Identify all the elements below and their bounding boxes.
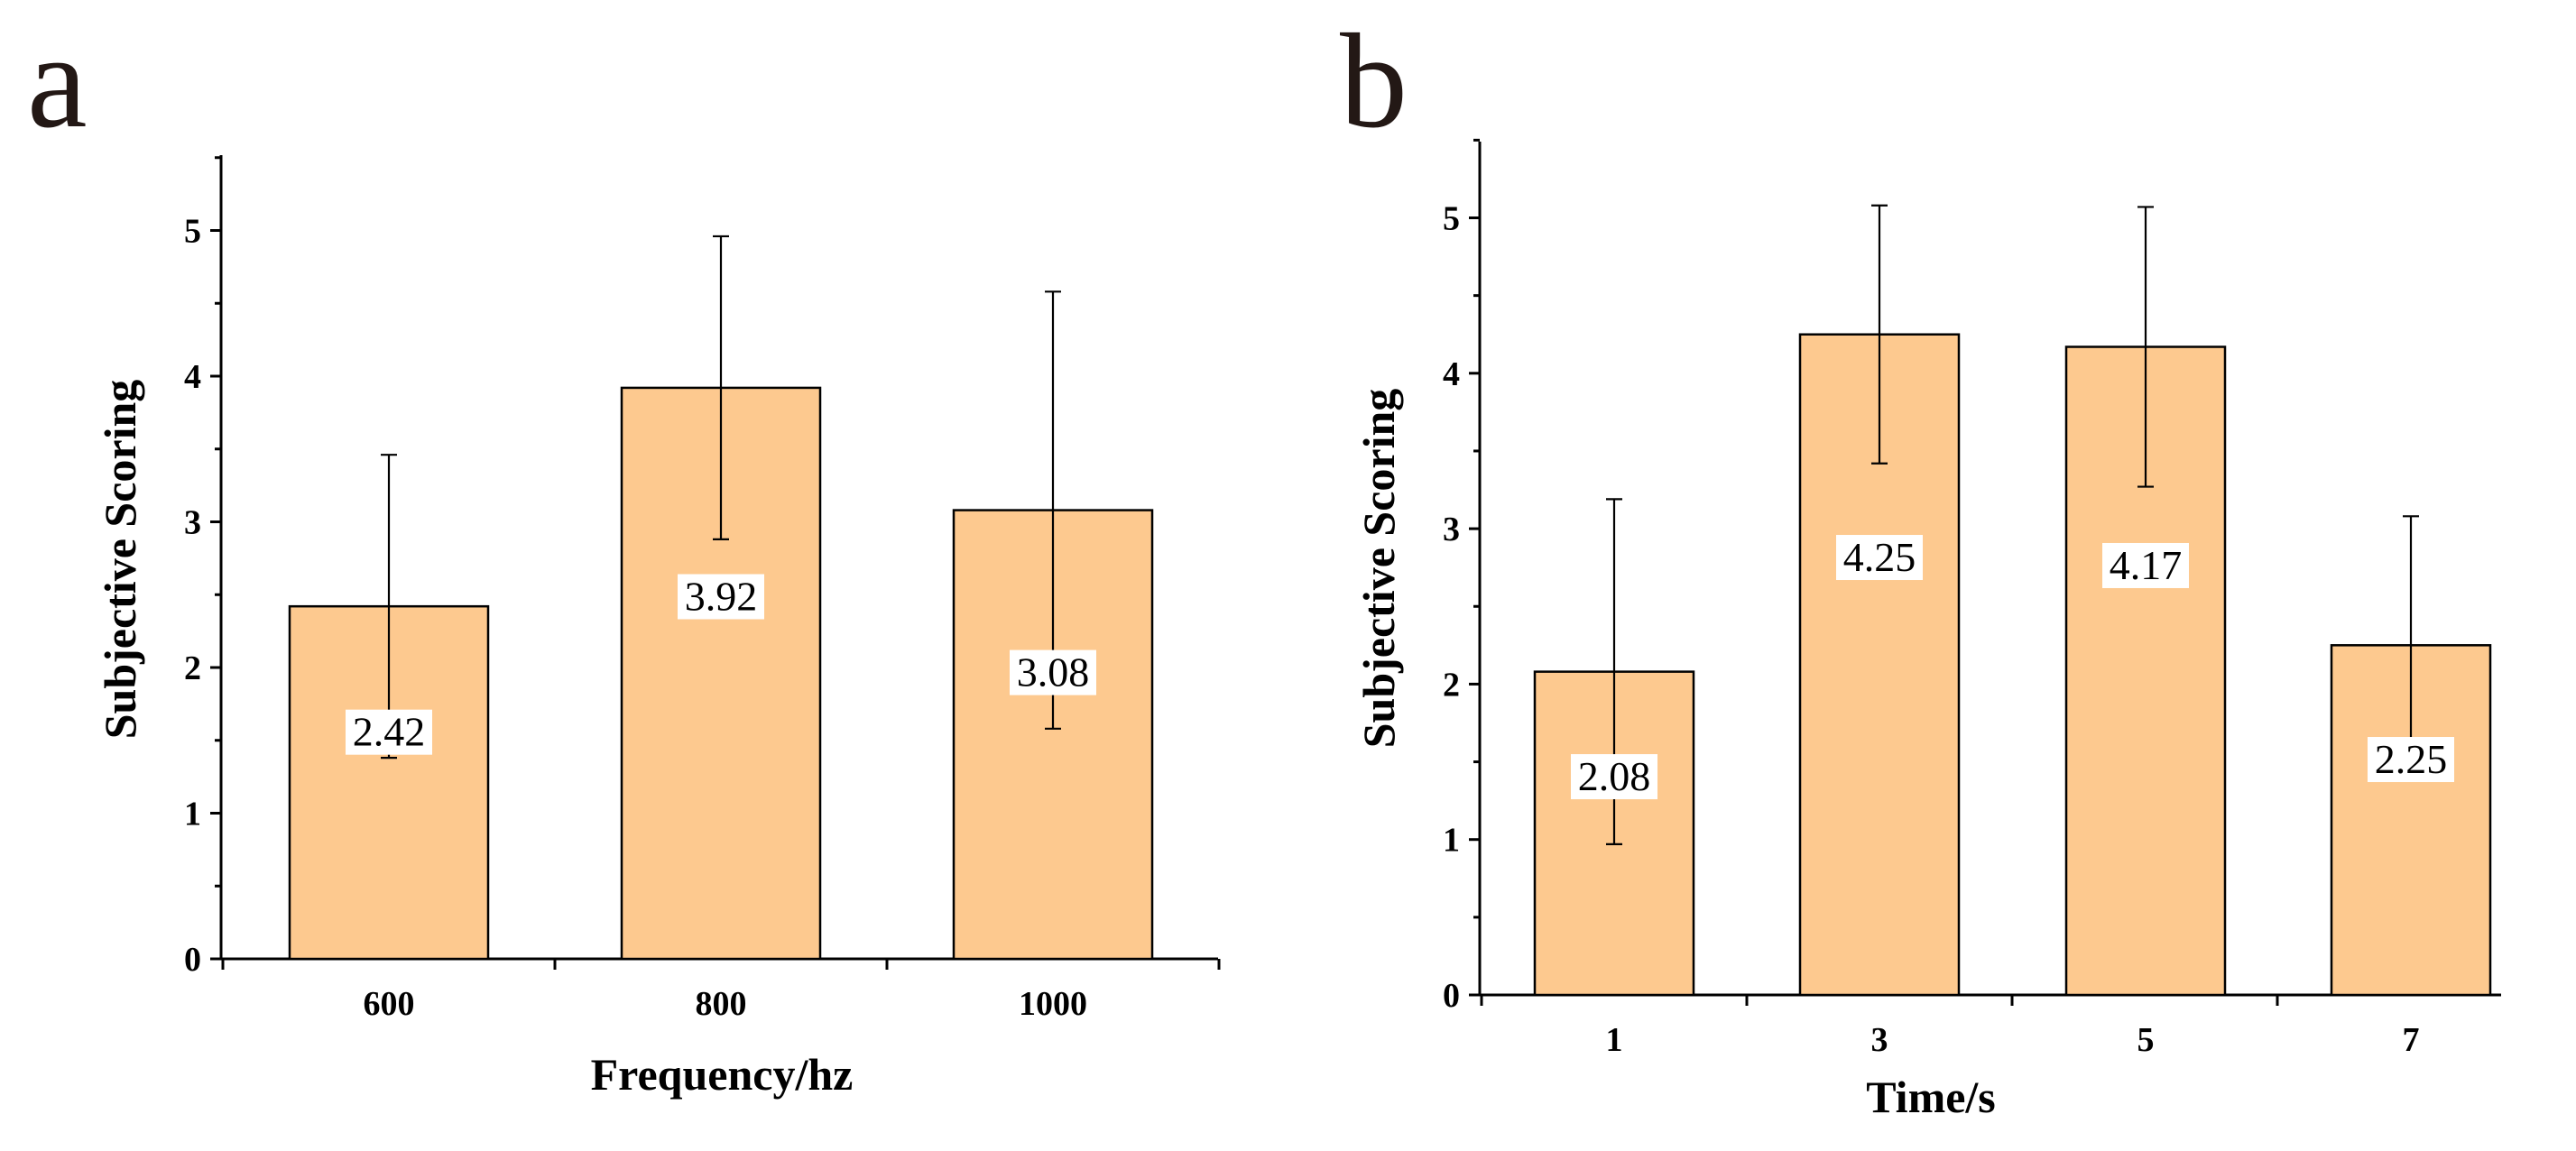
y-tick-label: 0 [1443, 977, 1460, 1015]
y-tick-label: 5 [1443, 200, 1460, 238]
data-label: 2.25 [2375, 736, 2448, 782]
y-tick-label: 2 [1443, 666, 1460, 704]
data-label: 2.08 [1578, 753, 1651, 799]
x-tick-label: 600 [364, 985, 415, 1023]
data-label-background [2368, 737, 2454, 783]
data-label-background [1010, 649, 1096, 695]
panel-b-label: b [1340, 6, 1408, 156]
panel-a-label: a [27, 6, 88, 156]
data-label: 4.25 [1843, 534, 1916, 580]
y-tick-label: 1 [184, 796, 201, 833]
y-tick-label: 3 [184, 504, 201, 542]
data-label: 3.08 [1017, 649, 1090, 695]
panel-b-y-axis-title: Subjective Scoring [1353, 389, 1404, 749]
y-tick-label: 2 [184, 649, 201, 687]
x-tick-label: 5 [2137, 1021, 2155, 1059]
y-tick-label: 0 [184, 941, 201, 979]
data-label: 2.42 [353, 709, 426, 755]
x-tick-label: 1 [1606, 1021, 1623, 1059]
data-label: 3.92 [685, 573, 758, 619]
data-label-background [1836, 535, 1923, 581]
y-tick-label: 4 [1443, 355, 1460, 393]
data-label-background [1571, 754, 1657, 800]
x-tick-label: 7 [2403, 1021, 2420, 1059]
data-label: 4.17 [2110, 542, 2183, 588]
y-tick-label: 3 [1443, 511, 1460, 548]
panel-a-x-axis-title: Frequency/hz [591, 1049, 854, 1100]
x-tick-label: 800 [696, 985, 747, 1023]
panel-a-chart: a 0 1 2 3 4 5 600 2.42 800 3.92 1000 3.08 Frequency… [27, 6, 1221, 1100]
data-label-background [678, 574, 764, 620]
panel-b-chart: b 0 1 2 3 4 5 1 2.08 3 4.25 5 4.17 7 2.25 Time/s Subj… [1340, 6, 2501, 1122]
data-label-background [2102, 542, 2189, 588]
panel-a-y-axis-title: Subjective Scoring [95, 380, 145, 740]
x-tick-label: 1000 [1019, 985, 1087, 1023]
x-tick-label: 3 [1871, 1021, 1888, 1059]
y-tick-label: 1 [1443, 822, 1460, 860]
y-tick-label: 4 [184, 358, 201, 396]
panel-b-x-axis-title: Time/s [1866, 1072, 1996, 1122]
y-tick-label: 5 [184, 213, 201, 251]
data-label-background [346, 709, 432, 755]
